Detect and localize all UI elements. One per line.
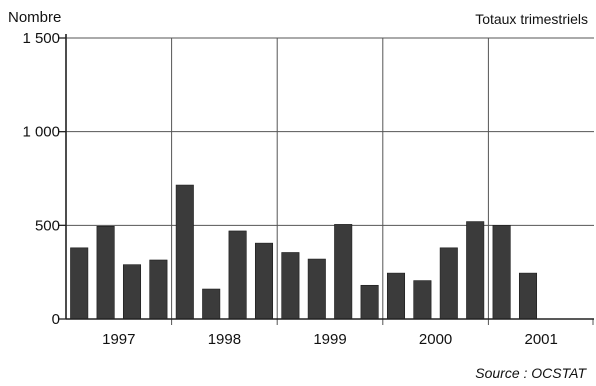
bar-1998-q4 (254, 242, 274, 320)
bar-1998-q3 (228, 230, 247, 320)
x-tick-label-1999: 1999 (313, 331, 346, 348)
bar-2000-q4 (466, 221, 485, 320)
y-tick-label-3: 1 500 (22, 30, 60, 47)
bar-1998-q2 (202, 288, 221, 320)
bar-1997-q2 (96, 225, 115, 320)
bar-1999-q1 (281, 252, 300, 320)
tick-labels: 0 500 1 000 1 500 1997 1998 1999 2000 2001 (22, 30, 557, 348)
bar-1999-q4 (360, 284, 379, 320)
y-tick-label-0: 0 (52, 311, 60, 328)
x-tick-label-2000: 2000 (419, 331, 452, 348)
bar-1997-q1 (70, 247, 89, 320)
bar-1999-q3 (334, 224, 353, 320)
bar-2000-q3 (439, 247, 458, 320)
y-tick-label-1: 500 (35, 217, 60, 234)
bar-2001-q1 (492, 225, 511, 320)
bar-1997-q3 (122, 264, 142, 320)
x-tick-label-1998: 1998 (208, 331, 241, 348)
bar-2000-q1 (386, 272, 406, 320)
y-axis-label: Nombre (8, 9, 61, 26)
bar-2000-q2 (413, 280, 432, 320)
chart-annotation: Totaux trimestriels (475, 11, 588, 27)
x-tick-label-2001: 2001 (525, 331, 558, 348)
y-tick-label-2: 1 000 (22, 124, 60, 141)
bar-2001-q2 (518, 272, 538, 320)
source-note: Source : OCSTAT (475, 365, 587, 381)
bar-1997-q4 (149, 259, 168, 320)
bar-1999-q2 (307, 258, 326, 320)
bar-1998-q1 (175, 184, 194, 320)
grid (66, 37, 594, 325)
x-tick-label-1997: 1997 (102, 331, 135, 348)
bars (70, 184, 538, 320)
axes (59, 34, 594, 320)
